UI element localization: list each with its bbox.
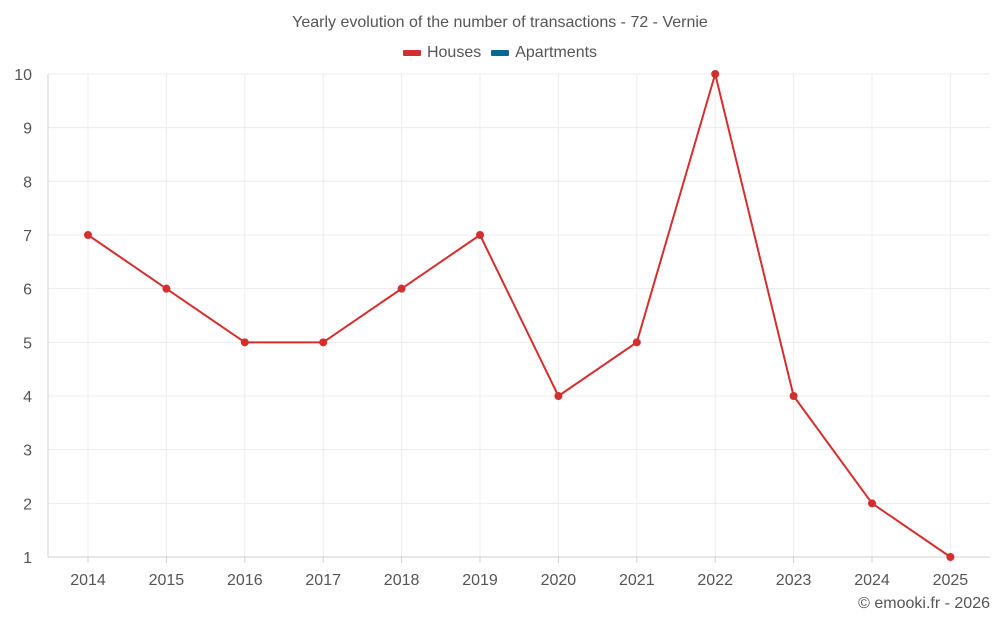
data-point-houses[interactable]	[711, 70, 720, 78]
x-tick-label: 2017	[305, 572, 341, 589]
y-tick-label: 2	[23, 496, 32, 513]
x-tick-label: 2015	[149, 572, 185, 589]
data-point-houses[interactable]	[84, 231, 92, 239]
y-tick-label: 8	[23, 174, 32, 191]
data-point-houses[interactable]	[868, 499, 876, 508]
y-tick-label: 7	[23, 228, 32, 245]
x-tick-label: 2020	[541, 572, 577, 589]
data-point-houses[interactable]	[632, 338, 641, 347]
legend-item-apartments[interactable]: Apartments	[491, 44, 597, 62]
legend-swatch-houses	[402, 50, 421, 56]
chart-tick-labels: 1 2 3 4 5 6 7 8 9 10 2014 2015 2016 2017 2018 2019 2020 2…	[14, 67, 968, 589]
chart-title: Yearly evolution of the number of transa…	[292, 14, 708, 31]
y-tick-label: 9	[23, 121, 32, 138]
legend-swatch-apartments	[491, 50, 510, 56]
y-tick-label: 10	[14, 67, 32, 84]
data-point-houses[interactable]	[397, 284, 406, 293]
y-tick-label: 5	[23, 335, 32, 352]
y-tick-label: 4	[23, 389, 32, 406]
chart-series	[84, 70, 955, 561]
credit-text: © emooki.fr - 2026	[858, 595, 990, 612]
y-tick-label: 3	[23, 443, 32, 460]
series-line-houses	[87, 73, 951, 558]
chart-axes	[47, 74, 990, 563]
chart-grid	[48, 73, 990, 558]
x-tick-label: 2025	[933, 572, 969, 589]
x-tick-label: 2024	[854, 572, 890, 589]
legend-label-apartments: Apartments	[515, 44, 598, 61]
x-tick-label: 2023	[776, 572, 812, 589]
chart-legend: Houses Apartments	[0, 44, 1000, 62]
legend-label-houses: Houses	[426, 44, 482, 61]
data-point-houses[interactable]	[946, 553, 955, 561]
data-point-houses[interactable]	[476, 231, 484, 239]
x-tick-label: 2014	[70, 572, 106, 589]
y-tick-label: 1	[23, 550, 32, 567]
data-point-houses[interactable]	[554, 392, 563, 400]
y-tick-label: 6	[23, 282, 32, 299]
data-point-houses[interactable]	[789, 392, 798, 400]
x-tick-label: 2019	[462, 572, 498, 589]
legend-item-houses[interactable]: Houses	[402, 44, 482, 62]
x-tick-label: 2018	[384, 572, 420, 589]
data-point-houses[interactable]	[240, 338, 249, 347]
x-tick-label: 2021	[619, 572, 655, 589]
x-tick-label: 2022	[697, 572, 733, 589]
x-tick-label: 2016	[227, 572, 263, 589]
data-point-houses[interactable]	[319, 338, 328, 347]
data-point-houses[interactable]	[162, 284, 171, 293]
